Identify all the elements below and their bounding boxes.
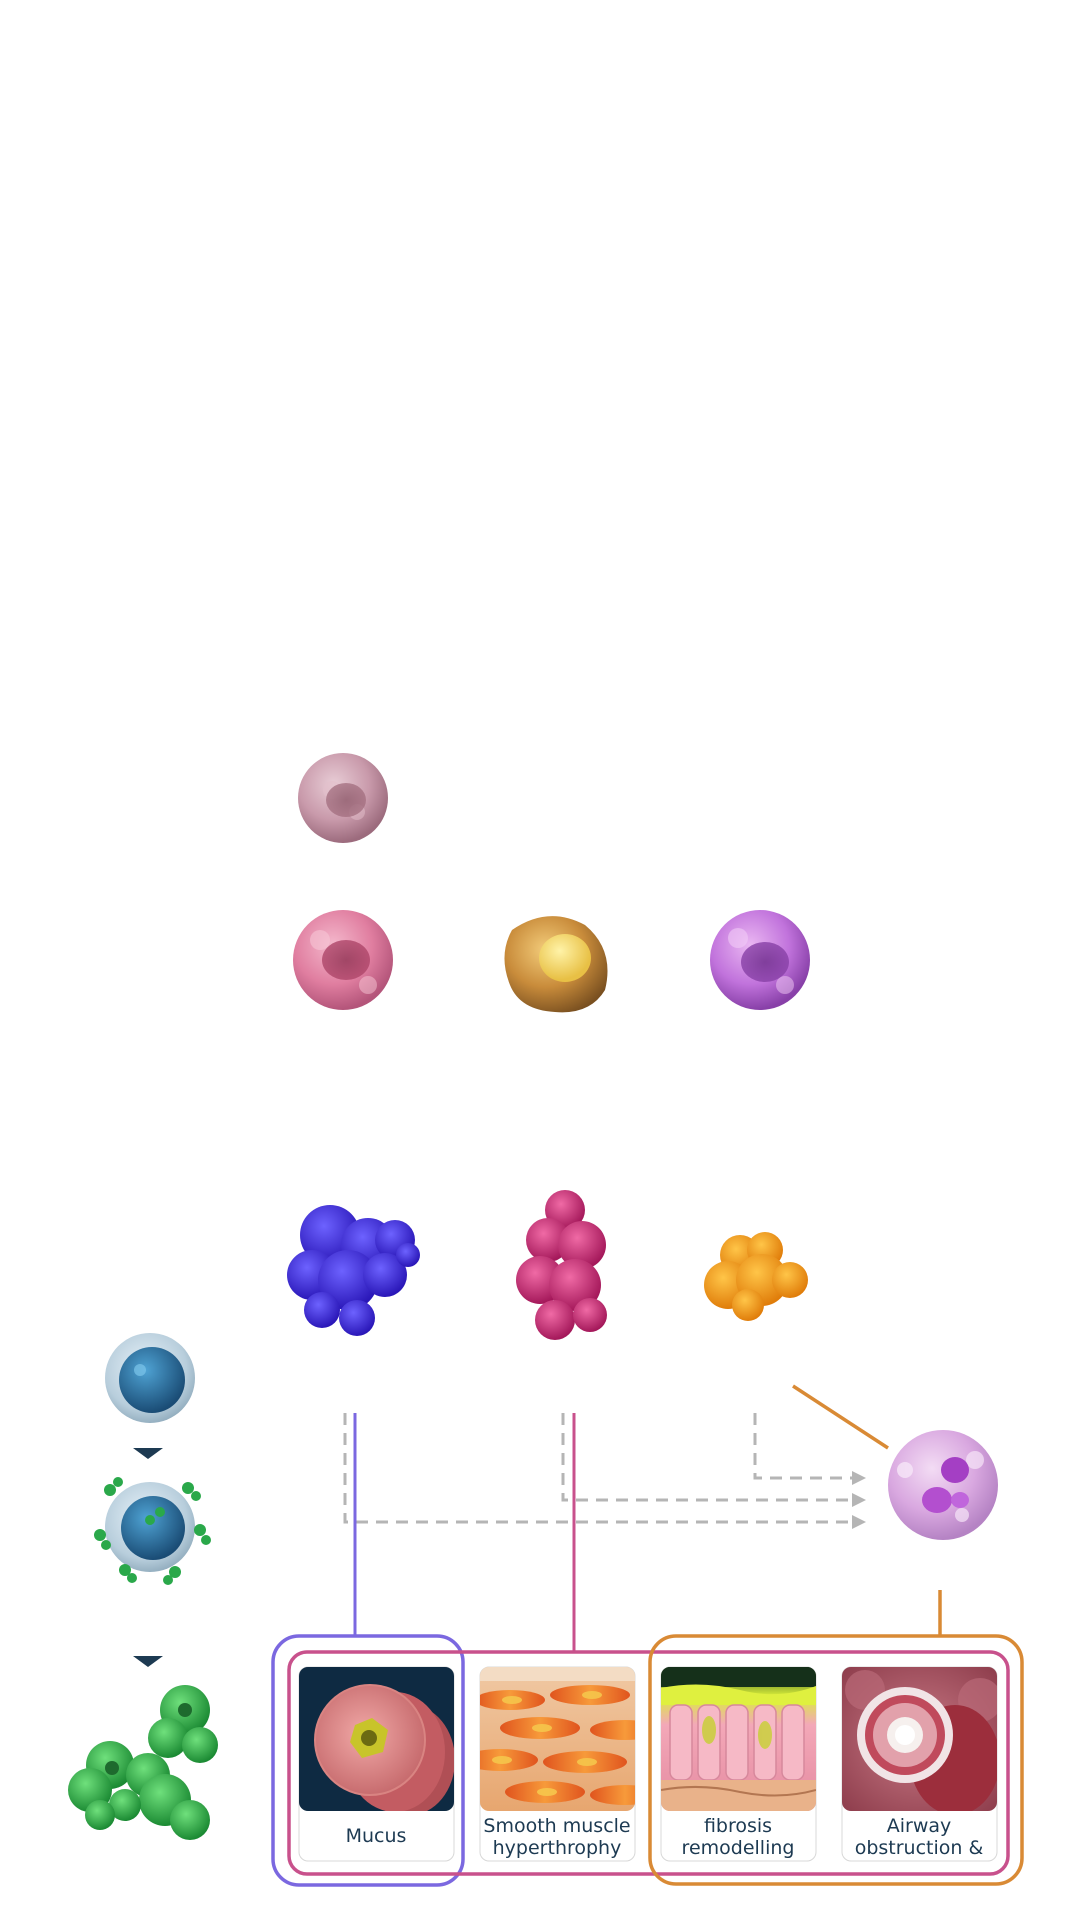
il4-group-outline: [648, 1634, 1024, 1886]
eosinophil-cell: [888, 1430, 998, 1540]
card-label-line: Smooth muscle: [483, 1815, 630, 1837]
pink-cell: [293, 910, 393, 1010]
il4-eosinophil-line: [792, 1384, 889, 1450]
outcome-card-fibrosis[interactable]: fibrosis remodelling: [660, 1666, 817, 1862]
yellow-cell: [504, 916, 608, 1013]
airway-obstruction-image: [842, 1667, 997, 1811]
dashed-connectors: [343, 1413, 862, 1524]
card-label-line: fibrosis: [704, 1815, 772, 1837]
dashed-arrowheads: [852, 1471, 866, 1529]
airway-mucus-image: [299, 1667, 454, 1811]
smooth-muscle-image: [480, 1667, 635, 1811]
b-cell: [105, 1333, 195, 1423]
orange-cytokine: [704, 1232, 808, 1321]
card-label-line: remodelling: [682, 1837, 795, 1859]
card-label-line: Mucus: [346, 1825, 407, 1847]
antibody-cluster: [68, 1685, 218, 1840]
card-label-line: obstruction &: [855, 1837, 984, 1859]
b-cell-with-antibodies: [94, 1477, 211, 1585]
down-arrow-icon: [133, 1448, 163, 1459]
il13-group-outline: [287, 1650, 1010, 1876]
outcome-card-smooth-muscle[interactable]: Smooth muscle hyperthrophy: [462, 1666, 660, 1862]
outcome-card-mucus[interactable]: Mucus: [298, 1666, 455, 1862]
magenta-cytokine: [516, 1190, 607, 1340]
down-arrow-icon: [133, 1656, 163, 1667]
epithelium-fibrosis-image: [661, 1667, 816, 1811]
blue-cytokine: [287, 1205, 420, 1336]
card-label-line: Airway: [887, 1815, 952, 1837]
il5-group-outline: [271, 1634, 465, 1887]
outcome-card-airway-obstruction[interactable]: Airway obstruction &: [841, 1666, 1002, 1862]
card-label-line: hyperthrophy: [493, 1837, 622, 1859]
pale-pink-cell: [298, 753, 388, 843]
purple-cell: [710, 910, 810, 1010]
